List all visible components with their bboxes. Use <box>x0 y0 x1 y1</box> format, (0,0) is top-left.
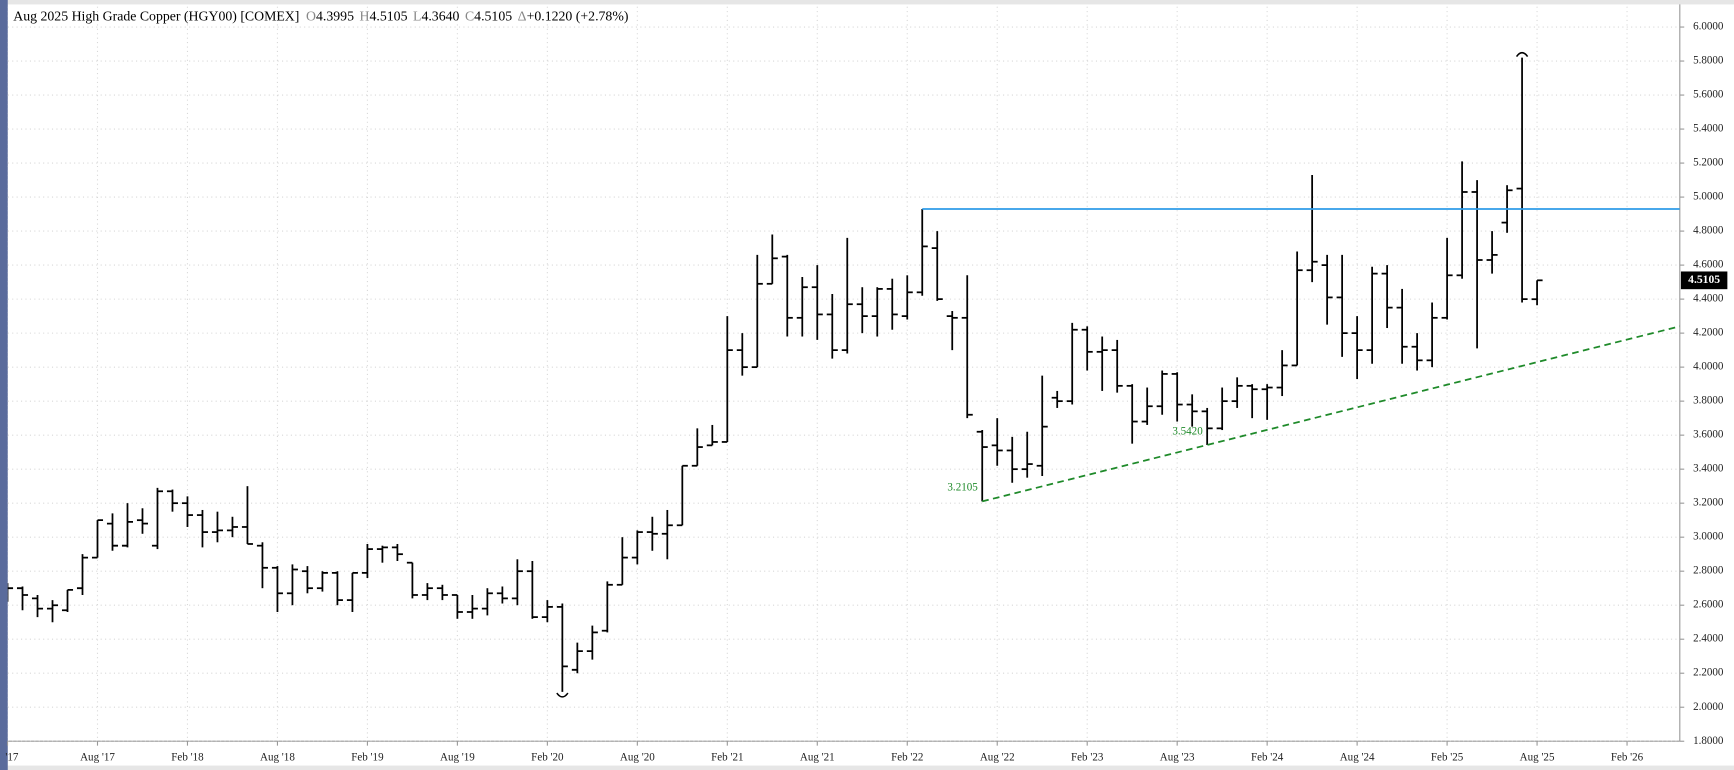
last-price-tag <box>1680 271 1728 290</box>
axes: 1.8000 2.0000 2.2000 2.4000 2.6000 2.8000 3.00… <box>5 21 1728 763</box>
y-tick-label: 3.2000 <box>1693 497 1724 509</box>
y-tick-label: 3.6000 <box>1693 429 1724 441</box>
x-tick-label: Aug '22 <box>980 751 1015 763</box>
x-tick-label: Aug '20 <box>620 751 655 763</box>
x-tick-label: Aug '21 <box>800 751 835 763</box>
x-tick-label: '17 <box>5 751 19 763</box>
y-tick-label: 3.4000 <box>1693 463 1724 475</box>
low-marker <box>556 692 569 698</box>
y-tick-label: 3.0000 <box>1693 531 1724 543</box>
x-tick-label: Feb '24 <box>1251 751 1284 763</box>
plot: 3.2105 3.5420 <box>7 51 1680 698</box>
x-tick-label: Aug '17 <box>80 751 115 763</box>
window-edge <box>0 0 8 770</box>
y-tick-label: 5.4000 <box>1693 123 1724 135</box>
quote-value: 4.3640 <box>421 9 459 24</box>
y-tick-label: 4.0000 <box>1693 361 1724 373</box>
x-tick-label: Aug '25 <box>1520 751 1555 763</box>
y-tick-label: 3.8000 <box>1693 395 1724 407</box>
trendline <box>982 325 1680 503</box>
x-tick-label: Feb '25 <box>1431 751 1464 763</box>
y-tick-label: 2.6000 <box>1693 599 1724 611</box>
high-marker <box>1515 51 1529 58</box>
quote-value: 4.5105 <box>474 9 512 24</box>
grid <box>7 6 1680 742</box>
price-annotation: 3.5420 <box>1172 425 1203 437</box>
y-tick-label: 2.2000 <box>1693 667 1724 679</box>
last-price-label: 4.5105 <box>1688 273 1720 286</box>
x-tick-label: Aug '19 <box>440 751 475 763</box>
x-tick-label: Feb '22 <box>891 751 923 763</box>
y-tick-label: 2.0000 <box>1693 701 1724 713</box>
x-tick-label: Feb '26 <box>1611 751 1644 763</box>
x-tick-label: Feb '21 <box>711 751 743 763</box>
quote-key: O <box>306 9 316 24</box>
x-tick-label: Aug '18 <box>260 751 295 763</box>
y-tick-label: 6.0000 <box>1693 21 1724 33</box>
y-tick-label: 2.8000 <box>1693 565 1724 577</box>
chart-title: Aug 2025 High Grade Copper (HGY00) [COME… <box>13 9 299 25</box>
x-tick-label: Feb '20 <box>531 751 564 763</box>
y-tick-label: 5.2000 <box>1693 157 1724 169</box>
x-tick-label: Feb '18 <box>171 751 204 763</box>
x-tick-label: Feb '19 <box>351 751 384 763</box>
quote-key: Δ <box>518 9 527 24</box>
y-tick-label: 4.8000 <box>1693 225 1724 237</box>
price-annotation: 3.2105 <box>947 482 978 494</box>
x-tick-label: Feb '23 <box>1071 751 1104 763</box>
y-tick-label: 1.8000 <box>1693 735 1724 747</box>
chart-header: Aug 2025 High Grade Copper (HGY00) [COME… <box>13 9 628 25</box>
y-tick-label: 4.6000 <box>1693 259 1724 271</box>
quote-value: 4.5105 <box>370 9 408 24</box>
quote-key: C <box>465 9 474 24</box>
quote-key: H <box>360 9 370 24</box>
y-tick-label: 4.4000 <box>1693 293 1724 305</box>
y-tick-label: 4.2000 <box>1693 327 1724 339</box>
quote-value: +0.1220 (+2.78%) <box>527 9 629 25</box>
quote-value: 4.3995 <box>316 9 354 24</box>
x-tick-label: Aug '24 <box>1340 751 1375 763</box>
chart-area <box>7 4 1734 766</box>
quote-key: L <box>413 9 421 24</box>
y-tick-label: 5.8000 <box>1693 55 1724 67</box>
x-tick-label: Aug '23 <box>1160 751 1195 763</box>
y-tick-label: 5.6000 <box>1693 89 1724 101</box>
y-tick-label: 2.4000 <box>1693 633 1724 645</box>
y-tick-label: 5.0000 <box>1693 191 1724 203</box>
